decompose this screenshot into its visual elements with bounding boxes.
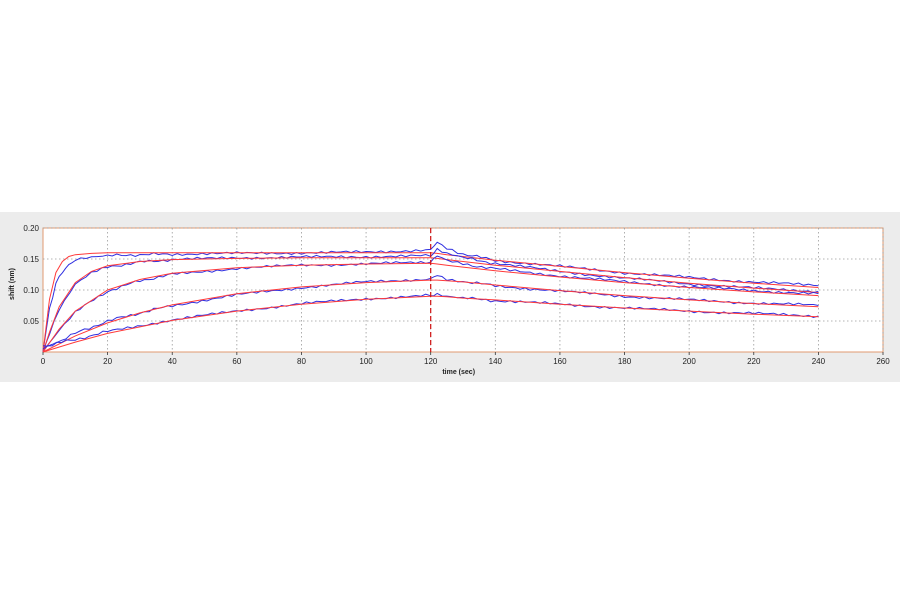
- x-tick-label: 60: [232, 357, 241, 366]
- measured-curve: [42, 241, 819, 353]
- x-tick-label: 80: [297, 357, 306, 366]
- y-tick-label: 0.20: [23, 224, 39, 233]
- x-tick-label: 100: [359, 357, 373, 366]
- x-tick-label: 160: [553, 357, 567, 366]
- x-tick-label: 180: [618, 357, 632, 366]
- x-axis-label: time (sec): [442, 369, 475, 376]
- fit-curve: [42, 295, 819, 353]
- x-tick-label: 0: [41, 357, 46, 366]
- x-tick-label: 240: [812, 357, 826, 366]
- fit-curve: [42, 252, 819, 353]
- x-tick-label: 140: [489, 357, 503, 366]
- x-tick-label: 200: [682, 357, 696, 366]
- y-axis-label: shift (nm): [9, 268, 16, 300]
- x-tick-label: 260: [876, 357, 890, 366]
- x-tick-label: 220: [747, 357, 761, 366]
- binding-kinetics-chart: 0 20 40 60 80 100 120 140 160 180 200 220 240 260 0.05…: [9, 224, 890, 376]
- y-tick-label: 0.15: [23, 255, 39, 264]
- fit-curve: [42, 257, 819, 353]
- fit-curve: [42, 279, 819, 353]
- x-axis-ticks: 0 20 40 60 80 100 120 140 160 180 200 220 240 260: [41, 352, 890, 366]
- x-tick-label: 20: [103, 357, 112, 366]
- y-axis-ticks: 0.05 0.10 0.15 0.20: [23, 224, 39, 326]
- y-tick-label: 0.10: [23, 286, 39, 295]
- y-tick-label: 0.05: [23, 317, 39, 326]
- x-tick-label: 40: [168, 357, 177, 366]
- x-tick-label: 120: [424, 357, 438, 366]
